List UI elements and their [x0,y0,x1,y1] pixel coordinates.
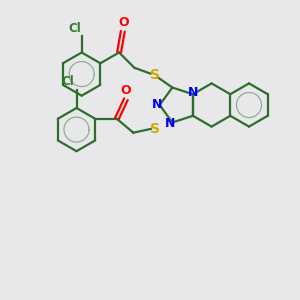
Text: S: S [150,122,160,136]
Text: N: N [152,98,162,112]
Text: N: N [188,86,198,99]
Text: O: O [121,84,131,97]
Text: O: O [119,16,129,29]
Text: N: N [165,118,175,130]
Text: Cl: Cl [62,75,74,88]
Text: S: S [150,68,160,82]
Text: Cl: Cl [69,22,81,35]
